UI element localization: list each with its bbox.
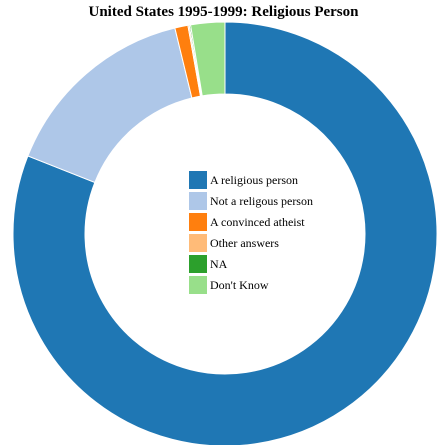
legend-item-don-t-know[interactable]: Don't Know [189, 276, 269, 294]
chart-title: United States 1995-1999: Religious Perso… [88, 4, 359, 20]
legend-swatch-don-t-know [189, 276, 207, 294]
legend-swatch-na [189, 255, 207, 273]
legend-item-a-religious-person[interactable]: A religious person [189, 171, 298, 189]
legend-swatch-a-convinced-atheist [189, 213, 207, 231]
legend-label-other-answers: Other answers [210, 236, 279, 250]
legend: A religious person Not a religous person A… [189, 171, 313, 294]
legend-label-a-religious-person: A religious person [210, 173, 298, 187]
legend-item-other-answers[interactable]: Other answers [189, 234, 279, 252]
legend-label-don-t-know: Don't Know [210, 278, 269, 292]
legend-swatch-other-answers [189, 234, 207, 252]
legend-swatch-a-religious-person [189, 171, 207, 189]
legend-label-a-convinced-atheist: A convinced atheist [210, 215, 305, 229]
donut-slices [12, 21, 438, 445]
legend-label-na: NA [210, 257, 228, 271]
slice-don-t-know[interactable] [189, 21, 226, 97]
slice-a-religious-person[interactable] [12, 21, 438, 445]
legend-item-not-a-religous-person[interactable]: Not a religous person [189, 192, 313, 210]
legend-label-not-a-religous-person: Not a religous person [210, 194, 313, 208]
legend-swatch-not-a-religous-person [189, 192, 207, 210]
slice-not-a-religous-person[interactable] [27, 27, 193, 184]
legend-item-na[interactable]: NA [189, 255, 228, 273]
legend-item-a-convinced-atheist[interactable]: A convinced atheist [189, 213, 305, 231]
